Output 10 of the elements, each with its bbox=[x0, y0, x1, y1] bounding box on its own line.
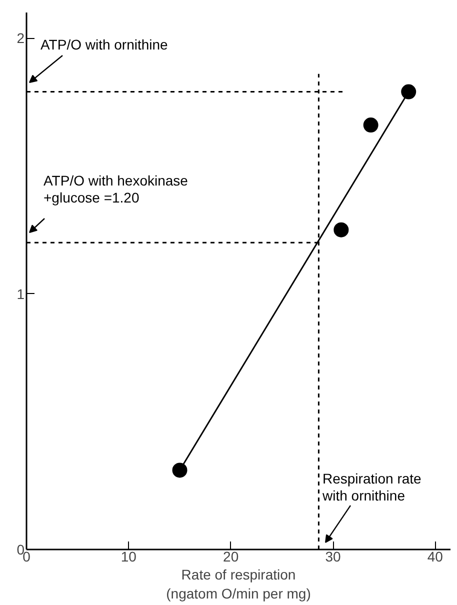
x-tick-label: 40 bbox=[427, 548, 444, 564]
x-axis-title: Rate of respiration (ngatom O/min per mg) bbox=[166, 566, 311, 602]
annotation: Respiration rate with ornithine bbox=[322, 470, 422, 504]
annotation: ATP/O with ornithine bbox=[40, 36, 168, 52]
y-tick-label: 1 bbox=[16, 286, 25, 302]
x-tick-label: 20 bbox=[223, 548, 239, 564]
annotation: ATP/O with hexokinase +glucose =1.20 bbox=[44, 172, 188, 206]
x-tick-label: 10 bbox=[120, 548, 137, 564]
x-tick-label: 30 bbox=[325, 548, 342, 564]
y-tick-label: 2 bbox=[16, 30, 25, 46]
